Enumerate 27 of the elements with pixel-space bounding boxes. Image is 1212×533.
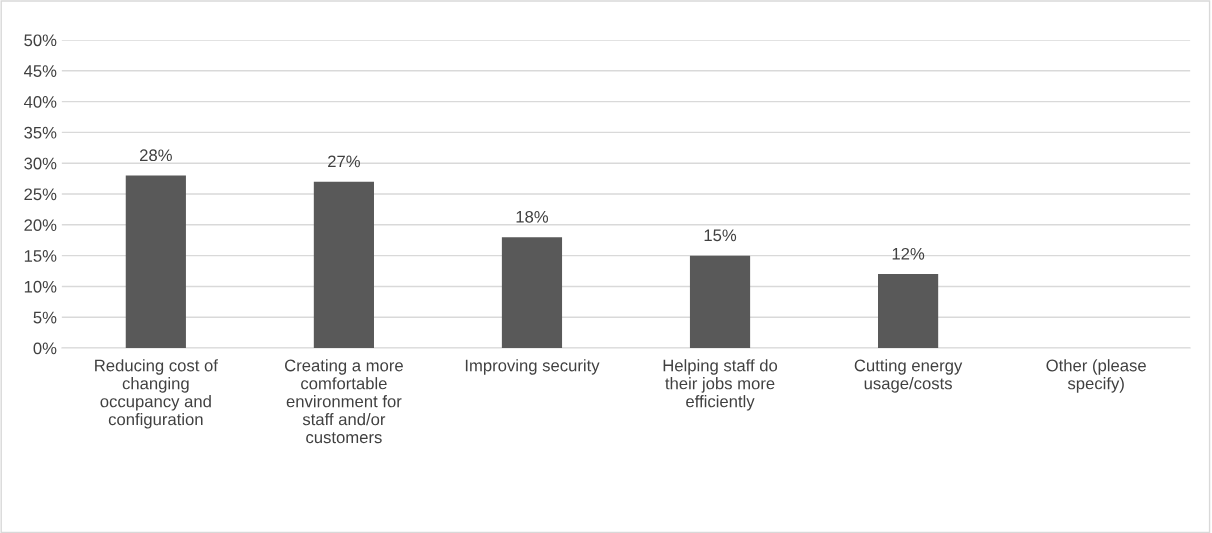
x-tick-label: Cutting energy usage/costs (854, 359, 963, 393)
y-tick-label: 30% (24, 157, 57, 170)
y-tick-label: 20% (24, 219, 57, 232)
bar (501, 237, 563, 349)
data-label: 12% (892, 247, 925, 260)
x-tick-label: Helping staff do their jobs more efficiently (663, 359, 778, 411)
x-tick-label: Improving security (465, 359, 600, 375)
x-tick-label: Other (please specify) (1046, 359, 1146, 393)
data-label: 28% (140, 149, 172, 162)
y-tick-label: 35% (24, 126, 57, 139)
y-tick-label: 25% (24, 188, 57, 201)
bar (313, 181, 374, 349)
x-tick-label: Reducing cost of changing occupancy and configuration (95, 359, 218, 429)
y-tick-label: 50% (24, 34, 57, 47)
bar (125, 175, 186, 349)
data-label: 15% (704, 229, 737, 242)
y-tick-label: 0% (33, 342, 57, 355)
data-label: 18% (516, 210, 549, 223)
y-tick-label: 5% (33, 311, 57, 324)
y-tick-label: 15% (24, 250, 57, 262)
bar (689, 255, 751, 349)
bar (878, 274, 939, 349)
data-label: 27% (328, 155, 360, 168)
y-tick-label: 40% (23, 95, 57, 108)
y-tick-label: 45% (23, 65, 57, 77)
x-tick-label: Creating a more comfortable environment for staff and/or customers (285, 359, 403, 444)
y-tick-label: 10% (24, 280, 57, 293)
